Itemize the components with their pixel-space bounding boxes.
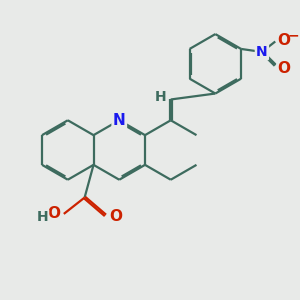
Text: N: N: [256, 45, 268, 59]
Text: −: −: [288, 28, 299, 43]
Text: N: N: [113, 113, 126, 128]
Text: H: H: [154, 89, 166, 103]
Text: O: O: [278, 61, 291, 76]
Text: H: H: [37, 211, 48, 224]
Text: O: O: [109, 209, 122, 224]
Text: O: O: [278, 32, 291, 47]
Text: O: O: [47, 206, 60, 221]
